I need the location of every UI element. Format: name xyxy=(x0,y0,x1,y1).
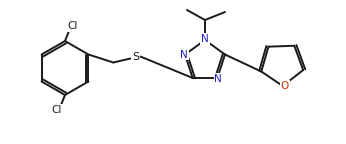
Text: N: N xyxy=(180,50,188,59)
Text: S: S xyxy=(132,52,139,61)
Text: N: N xyxy=(215,74,222,84)
Text: O: O xyxy=(281,81,289,91)
Text: Cl: Cl xyxy=(52,105,62,115)
Text: N: N xyxy=(201,34,209,44)
Text: Cl: Cl xyxy=(68,21,78,31)
